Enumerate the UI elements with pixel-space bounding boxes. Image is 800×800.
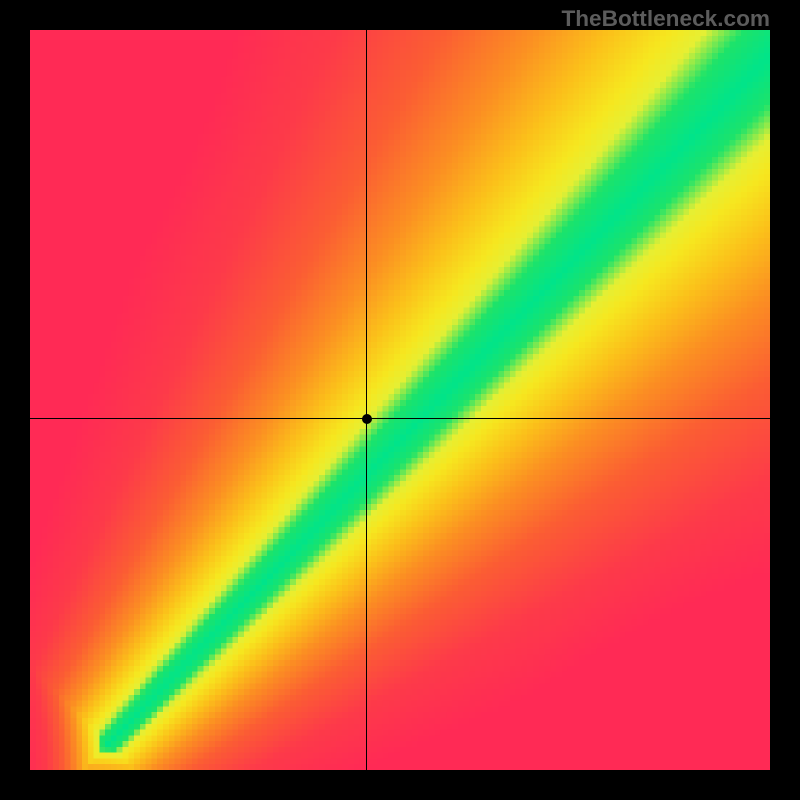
crosshair-horizontal	[30, 418, 770, 419]
bottleneck-heatmap	[30, 30, 770, 770]
crosshair-vertical	[366, 30, 367, 770]
watermark-text: TheBottleneck.com	[561, 6, 770, 32]
figure-container: TheBottleneck.com	[0, 0, 800, 800]
crosshair-marker	[362, 414, 372, 424]
